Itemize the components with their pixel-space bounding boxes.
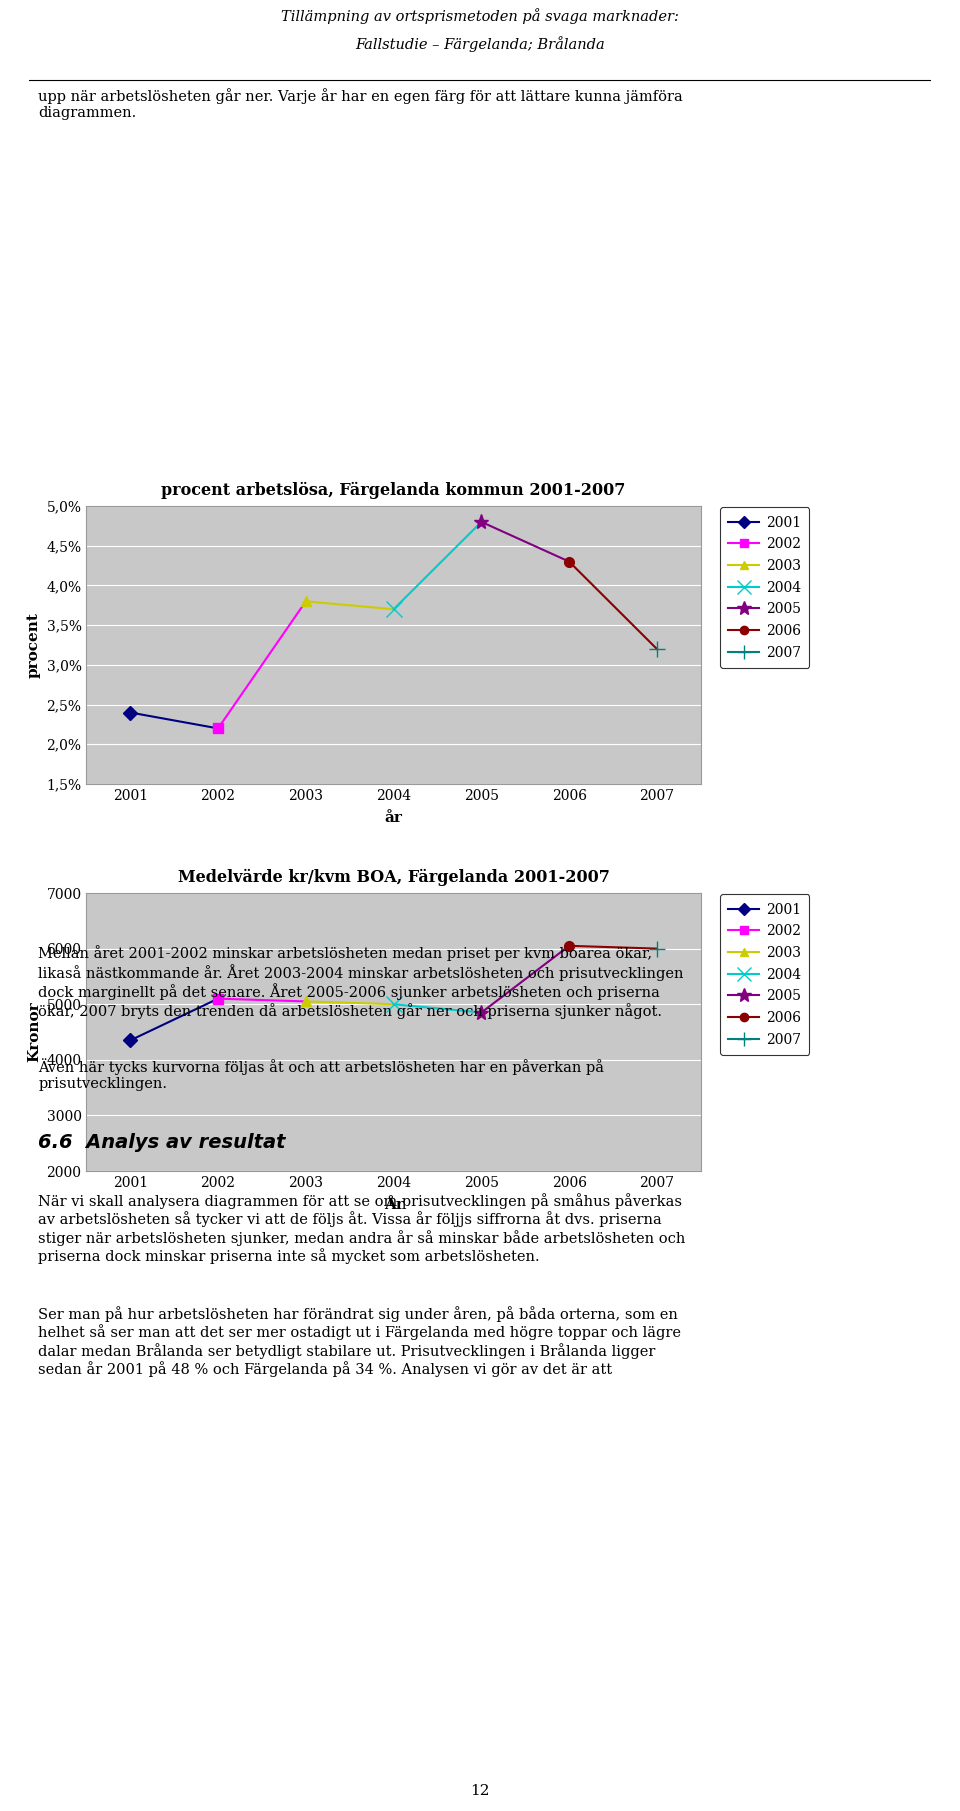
- Legend: 2001, 2002, 2003, 2004, 2005, 2006, 2007: 2001, 2002, 2003, 2004, 2005, 2006, 2007: [720, 507, 809, 668]
- Text: Fallstudie – Färgelanda; Brålanda: Fallstudie – Färgelanda; Brålanda: [355, 36, 605, 53]
- Title: Medelvärde kr/kvm BOA, Färgelanda 2001-2007: Medelvärde kr/kvm BOA, Färgelanda 2001-2…: [178, 869, 610, 886]
- Text: Mellan året 2001-2002 minskar arbetslösheten medan priset per kvm boarea ökar,
l: Mellan året 2001-2002 minskar arbetslösh…: [38, 945, 684, 1018]
- Text: Tillämpning av ortsprismetoden på svaga marknader:: Tillämpning av ortsprismetoden på svaga …: [281, 9, 679, 24]
- Text: Även här tycks kurvorna följas åt och att arbetslösheten har en påverkan på
pris: Även här tycks kurvorna följas åt och at…: [38, 1058, 605, 1090]
- Text: upp när arbetslösheten går ner. Varje år har en egen färg för att lättare kunna : upp när arbetslösheten går ner. Varje år…: [38, 89, 684, 120]
- X-axis label: År: År: [384, 1199, 403, 1212]
- Text: När vi skall analysera diagrammen för att se om prisutvecklingen på småhus påver: När vi skall analysera diagrammen för at…: [38, 1193, 685, 1264]
- Y-axis label: procent: procent: [27, 612, 41, 677]
- Text: 6.6  Analys av resultat: 6.6 Analys av resultat: [38, 1134, 286, 1152]
- X-axis label: år: år: [385, 811, 402, 826]
- Text: 12: 12: [470, 1784, 490, 1798]
- Y-axis label: Kronor: Kronor: [27, 1001, 41, 1063]
- Title: procent arbetslösa, Färgelanda kommun 2001-2007: procent arbetslösa, Färgelanda kommun 20…: [161, 482, 626, 498]
- Text: Ser man på hur arbetslösheten har förändrat sig under åren, på båda orterna, som: Ser man på hur arbetslösheten har föränd…: [38, 1306, 682, 1376]
- Legend: 2001, 2002, 2003, 2004, 2005, 2006, 2007: 2001, 2002, 2003, 2004, 2005, 2006, 2007: [720, 895, 809, 1054]
